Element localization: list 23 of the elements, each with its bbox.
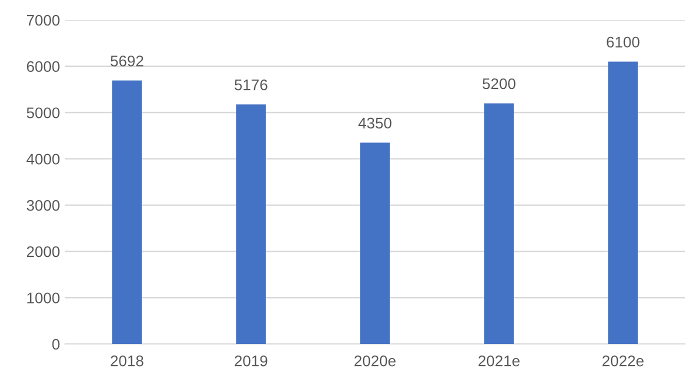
data-label: 4350: [358, 118, 392, 129]
bar: [484, 103, 514, 344]
y-tick-label: 4000: [26, 154, 60, 165]
bar: [112, 80, 142, 344]
data-label: 5200: [482, 78, 516, 90]
x-tick-label: 2022e: [602, 356, 644, 366]
y-tick-label: 3000: [26, 200, 60, 211]
y-tick-label: 7000: [26, 14, 60, 26]
y-tick-label: 1000: [27, 292, 60, 304]
y-tick-label: 0: [52, 338, 60, 350]
y-tick-label: 2000: [26, 246, 60, 258]
data-label: 5692: [110, 56, 144, 66]
data-label: 6100: [606, 36, 640, 48]
x-tick-label: 2021e: [478, 356, 520, 366]
x-tick-label: 2020e: [354, 356, 396, 366]
bar: [608, 62, 638, 344]
data-label: 5176: [234, 79, 268, 90]
x-tick-label: 2018: [110, 356, 144, 366]
y-tick-label: 5000: [26, 107, 60, 118]
bar: [360, 142, 390, 344]
bar: [236, 104, 266, 344]
x-tick-label: 2019: [234, 356, 268, 366]
y-tick-label: 6000: [26, 61, 60, 72]
